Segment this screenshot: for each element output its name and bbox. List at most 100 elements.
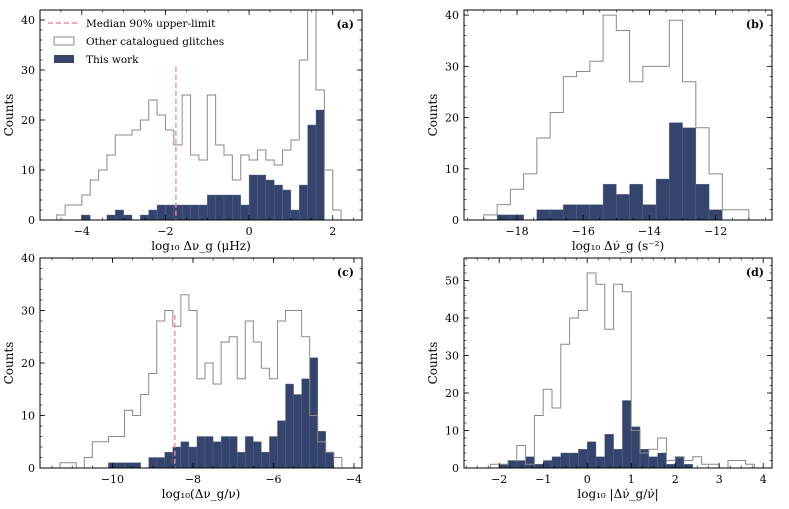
x-tick-label: −1 <box>535 473 551 486</box>
x-tick-label: 0 <box>584 473 591 486</box>
y-tick-label: 10 <box>21 410 35 423</box>
y-tick-label: 40 <box>445 312 459 325</box>
y-tick-label: 0 <box>28 214 35 227</box>
legend-label-other: Other catalogued glitches <box>86 36 224 48</box>
bar-this-work-17 <box>198 204 208 221</box>
bar-this-work-13 <box>655 178 670 221</box>
x-axis-label: log₁₀ Δν_g (μHz) <box>151 239 251 253</box>
bar-this-work-14 <box>669 122 683 221</box>
bar-this-work-16 <box>190 204 200 221</box>
bar-this-work-6 <box>543 460 553 469</box>
legend-step-swatch <box>53 36 75 46</box>
bar-this-work-28 <box>285 383 294 469</box>
bar-this-work-30 <box>307 124 317 221</box>
bar-this-work-14 <box>172 446 182 469</box>
y-tick-label: 10 <box>445 425 459 438</box>
bar-this-work-31 <box>309 357 318 469</box>
bar-this-work-19 <box>212 441 222 469</box>
y-axis-label: Counts <box>426 342 440 385</box>
bar-this-work-17 <box>196 436 206 469</box>
bar-this-work-21 <box>228 436 238 469</box>
bar-this-work-26 <box>273 184 283 221</box>
bar-this-work-3 <box>81 214 91 221</box>
bar-this-work-31 <box>315 109 325 221</box>
bar-this-work-1 <box>499 464 509 469</box>
panel-c: −10 −8 −6 −4 0 10 20 30 40 log₁₀(Δν_g/ν) Counts (c) <box>2 252 363 501</box>
bar-this-work-30 <box>301 378 310 469</box>
panel-label: (d) <box>746 266 764 279</box>
x-axis-label: log₁₀ |Δν̇_g/ν̇| <box>577 487 658 501</box>
x-tick-label: −8 <box>185 473 201 486</box>
bar-this-work-27 <box>282 189 292 221</box>
bar-this-work-22 <box>240 204 250 221</box>
x-tick-label: −2 <box>157 225 173 238</box>
bar-this-work-20 <box>666 464 676 469</box>
y-tick-label: 20 <box>445 112 459 125</box>
bar-this-work-19 <box>657 452 667 469</box>
y-tick-label: 30 <box>445 350 459 363</box>
bar-this-work-4 <box>525 456 535 469</box>
y-axis-label: Counts <box>2 342 16 385</box>
bar-this-work-24 <box>253 441 262 469</box>
bar-this-work-11 <box>148 209 158 221</box>
panel-b: −18 −16 −14 −12 0 10 20 30 40 log₁₀ Δν̇_g (s⁻²) Co… <box>426 9 773 253</box>
x-tick-label: 1 <box>628 473 635 486</box>
step-histogram-other-glitches <box>59 294 343 469</box>
y-tick-label: 20 <box>21 357 35 370</box>
bar-this-work-7 <box>551 456 562 469</box>
bar-this-work-8 <box>589 204 604 221</box>
bar-this-work-19 <box>215 194 225 221</box>
x-axis-label: log₁₀ Δν̇_g (s⁻²) <box>572 239 664 253</box>
y-tick-label: 0 <box>28 462 35 475</box>
bar-this-work-12 <box>156 204 166 221</box>
x-tick-label: 2 <box>672 473 679 486</box>
bar-this-work-16 <box>631 426 641 469</box>
bar-this-work-12 <box>595 456 606 469</box>
x-tick-label: −2 <box>491 473 507 486</box>
step-histogram-other-glitches <box>483 14 750 220</box>
bar-this-work-17 <box>639 449 650 469</box>
bar-this-work-23 <box>248 174 258 221</box>
x-tick-label: −18 <box>505 225 528 238</box>
bar-this-work-12 <box>156 457 165 469</box>
axes-frame <box>463 257 773 469</box>
legend-filled-swatch <box>54 55 74 63</box>
legend-label-this-work: This work <box>86 54 139 66</box>
bar-this-work-9 <box>602 183 617 221</box>
bar-this-work-16 <box>695 183 710 221</box>
bar-this-work-18 <box>204 436 214 469</box>
bar-this-work-9 <box>569 452 579 469</box>
bar-this-work-15 <box>180 441 190 469</box>
bar-this-work-22 <box>683 464 694 469</box>
bar-this-work-24 <box>257 174 267 221</box>
bar-this-work-13 <box>164 452 174 469</box>
bar-this-work-6 <box>563 204 577 221</box>
bar-this-work-20 <box>223 194 233 221</box>
x-tick-label: 0 <box>246 225 253 238</box>
bar-this-work-25 <box>265 179 275 221</box>
legend-label-median: Median 90% upper-limit <box>86 18 216 30</box>
panel-label: (c) <box>337 266 354 279</box>
bar-this-work-22 <box>237 452 246 469</box>
bar-this-work-21 <box>675 456 685 469</box>
bar-this-work-29 <box>299 184 308 221</box>
bar-this-work-23 <box>245 436 254 469</box>
bar-this-work-5 <box>549 209 564 221</box>
y-tick-label: 40 <box>21 14 35 27</box>
x-tick-label: 3 <box>716 473 723 486</box>
bar-this-work-6 <box>106 214 116 221</box>
x-tick-label: −6 <box>265 473 281 486</box>
y-tick-label: 40 <box>445 9 459 22</box>
bar-this-work-10 <box>616 194 630 221</box>
axes-frame <box>39 9 363 221</box>
y-tick-label: 30 <box>21 305 35 318</box>
bar-this-work-13 <box>604 434 614 469</box>
y-axis-label: Counts <box>2 94 16 137</box>
bar-this-work-15 <box>622 400 632 469</box>
bar-this-work-11 <box>629 183 644 221</box>
y-tick-label: 20 <box>445 387 459 400</box>
step-histogram-other-glitches <box>489 272 755 469</box>
x-tick-label: −12 <box>704 225 727 238</box>
